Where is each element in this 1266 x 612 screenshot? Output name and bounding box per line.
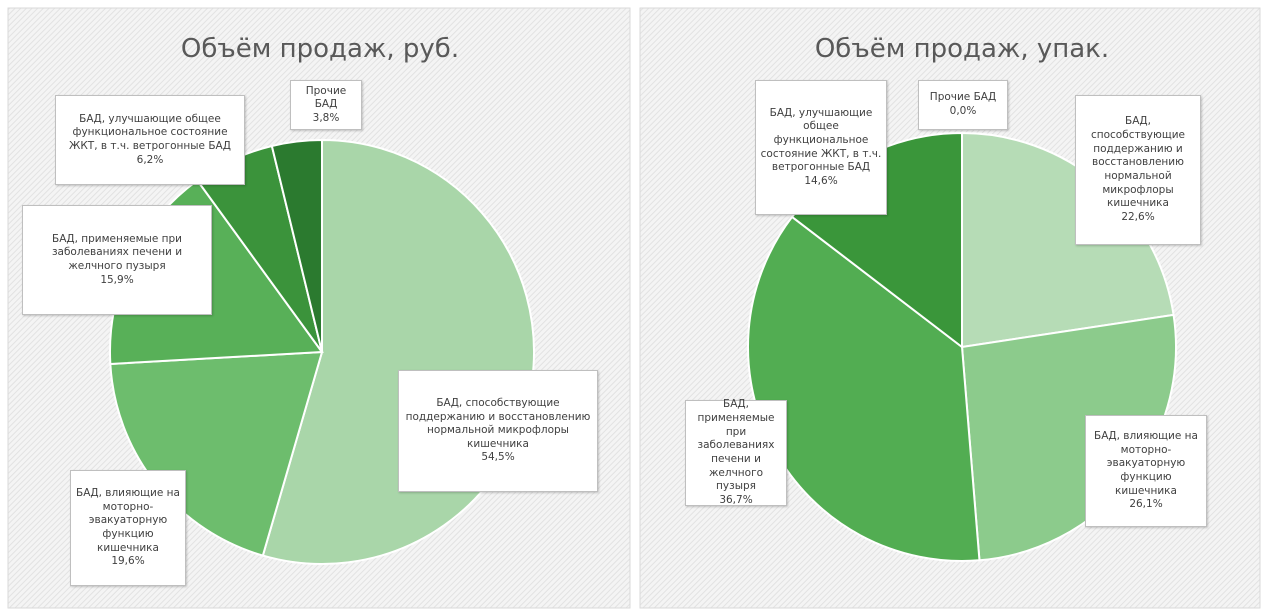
label-category: БАД, влияющие на моторно-эвакуаторную фу… bbox=[1094, 430, 1198, 497]
chart-title: Объём продаж, упак. bbox=[815, 34, 1109, 64]
label-category: БАД, улучшающие общее функциональное сос… bbox=[69, 112, 231, 152]
label-value: 36,7% bbox=[719, 493, 753, 506]
data-label: БАД, способствующие поддержанию и восста… bbox=[398, 370, 598, 492]
label-category: БАД, применяемые при заболеваниях печени… bbox=[51, 232, 183, 272]
label-value: 54,5% bbox=[481, 451, 515, 464]
data-label: БАД, способствующие поддержанию и восста… bbox=[1075, 95, 1201, 245]
label-category: БАД, способствующие поддержанию и восста… bbox=[405, 396, 591, 450]
data-label: БАД, влияющие на моторно-эвакуаторную фу… bbox=[1085, 415, 1207, 527]
data-label: БАД, улучшающие общее функциональное сос… bbox=[755, 80, 887, 215]
label-value: 6,2% bbox=[136, 153, 164, 166]
data-label: БАД, применяемые при заболеваниях печени… bbox=[22, 205, 212, 315]
data-label: БАД, улучшающие общее функциональное сос… bbox=[55, 95, 245, 185]
label-category: БАД, влияющие на моторно-эвакуаторную фу… bbox=[76, 487, 180, 554]
label-category: БАД, применяемые при заболеваниях печени… bbox=[697, 398, 775, 493]
label-value: 26,1% bbox=[1129, 498, 1163, 511]
chart-title: Объём продаж, руб. bbox=[181, 34, 459, 64]
data-label: БАД, влияющие на моторно-эвакуаторную фу… bbox=[70, 470, 186, 586]
label-category: БАД, улучшающие общее функциональное сос… bbox=[760, 106, 882, 174]
label-value: 19,6% bbox=[111, 555, 145, 568]
label-category: Прочие БАД bbox=[929, 91, 997, 104]
data-label: Прочие БАД 0,0% bbox=[918, 80, 1008, 130]
data-label: БАД, применяемые при заболеваниях печени… bbox=[685, 398, 787, 506]
label-category: Прочие БАД bbox=[305, 84, 347, 111]
label-value: 14,6% bbox=[804, 174, 838, 187]
pie-slice bbox=[270, 138, 323, 353]
label-value: 22,6% bbox=[1121, 210, 1155, 223]
label-value: 3,8% bbox=[312, 111, 340, 124]
label-value: 15,9% bbox=[100, 273, 134, 286]
label-value: 0,0% bbox=[949, 105, 977, 117]
label-category: БАД, способствующие поддержанию и восста… bbox=[1090, 115, 1186, 210]
data-label: Прочие БАД 3,8% bbox=[290, 80, 362, 130]
